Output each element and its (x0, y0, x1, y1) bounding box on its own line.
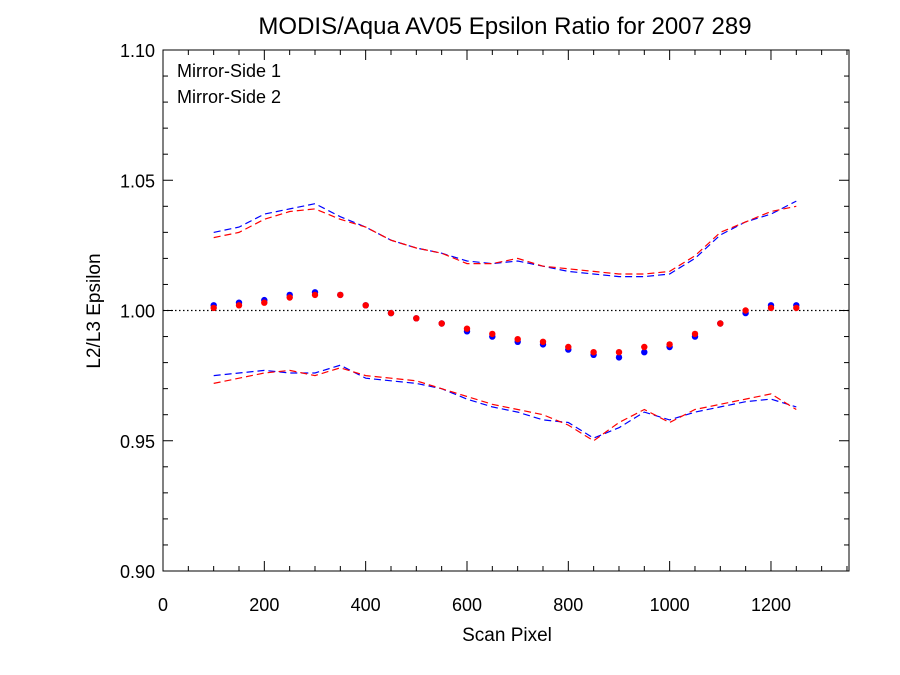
mirror-side-1-upper-bound-line (213, 200, 797, 278)
mirror-side-2-ratio-point (438, 320, 445, 327)
mirror-side-2-ratio-point (489, 330, 496, 338)
mirror-side-2-ratio-point (286, 294, 293, 301)
mirror-side-2-ratio-point (387, 309, 395, 317)
series-group (210, 200, 800, 442)
y-axis-label: L2/L3 Epsilon (84, 253, 105, 368)
x-axis-label: Scan Pixel (462, 625, 552, 646)
chart-title: MODIS/Aqua AV05 Epsilon Ratio for 2007 2… (258, 13, 751, 40)
mirror-side-2-ratio-point (539, 338, 547, 345)
y-tick-label: 0.90 (120, 562, 155, 582)
mirror-side-2-upper-bound-line (213, 205, 797, 275)
mirror-side-2-ratio-point (337, 291, 344, 299)
x-tick-label: 200 (249, 595, 279, 615)
x-tick-label: 400 (351, 595, 381, 615)
mirror-side-2-ratio-point (691, 330, 699, 338)
x-tick-label: 0 (158, 595, 168, 615)
mirror-side-2-ratio-point (235, 302, 243, 309)
mirror-side-2-ratio-point (362, 302, 369, 309)
axis-ticks: 0 200 400 600 800 1000 1200 0.90 0.95 1.00 1.05 1.1… (120, 41, 849, 615)
mirror-side-1-ratio-point (641, 349, 648, 356)
y-tick-label: 1.00 (120, 302, 155, 322)
mirror-side-2-ratio-point (641, 343, 648, 351)
mirror-side-2-ratio-point (666, 341, 673, 348)
legend-item-mirror-side-1: Mirror-Side 1 (177, 61, 281, 81)
mirror-side-2-ratio-point (767, 304, 775, 312)
x-tick-label: 800 (553, 595, 583, 615)
legend-item-mirror-side-2: Mirror-Side 2 (177, 87, 281, 107)
mirror-side-2-ratio-point (615, 349, 623, 356)
mirror-side-2-ratio-point (742, 307, 749, 314)
mirror-side-2-ratio-point (565, 343, 572, 351)
y-tick-label: 1.05 (120, 171, 155, 191)
mirror-side-1-ratio-point (615, 354, 623, 361)
y-tick-label: 1.10 (120, 41, 155, 61)
mirror-side-2-ratio-point (311, 291, 319, 299)
mirror-side-1-lower-bound-line (213, 364, 797, 439)
mirror-side-2-lower-bound-line (213, 367, 797, 442)
mirror-side-2-ratio-point (590, 349, 597, 356)
y-tick-label: 0.95 (120, 432, 155, 452)
x-tick-label: 1000 (650, 595, 690, 615)
mirror-side-2-ratio-point (210, 304, 217, 312)
x-tick-label: 600 (452, 595, 482, 615)
mirror-side-2-ratio-point (413, 315, 420, 322)
mirror-side-2-ratio-point (463, 325, 471, 332)
x-tick-label: 1200 (751, 595, 791, 615)
mirror-side-2-ratio-point (793, 304, 800, 312)
mirror-side-2-ratio-point (514, 336, 521, 343)
mirror-side-2-ratio-point (261, 299, 268, 306)
mirror-side-2-ratio-point (717, 320, 724, 327)
